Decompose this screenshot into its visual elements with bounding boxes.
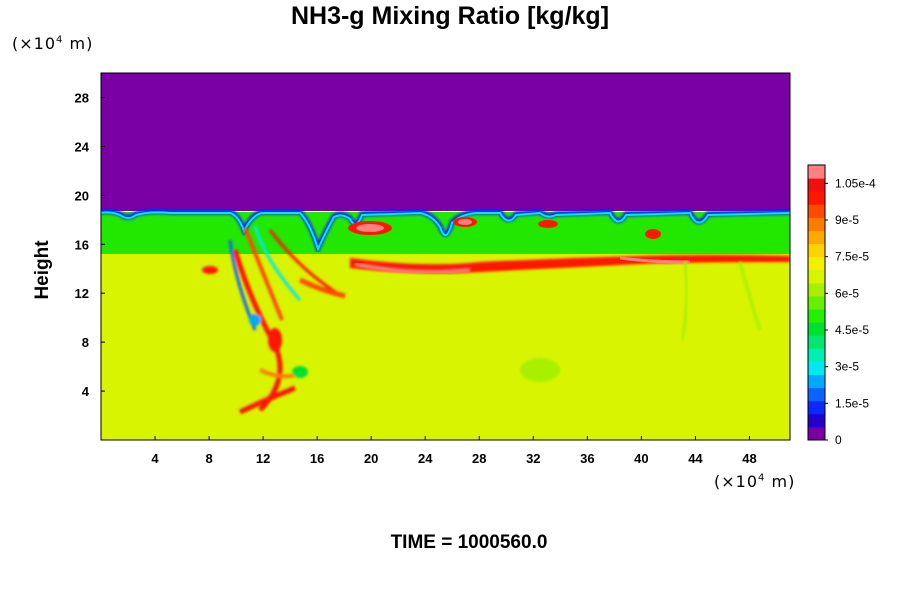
colorbar-segment (808, 374, 825, 389)
x-tick-label: 24 (418, 451, 433, 466)
colorbar-segment (808, 256, 825, 271)
colorbar-tick-label: 3e-5 (835, 360, 859, 374)
lower-layer-field (101, 250, 790, 440)
colorbar-segment (808, 361, 825, 376)
colorbar-segment (808, 191, 825, 205)
x-tick-label: 8 (205, 451, 212, 466)
plot-area (101, 73, 790, 440)
colorbar-segment (808, 230, 825, 245)
colorbar-segment (808, 295, 825, 310)
x-axis-unit: (×104 m) (714, 472, 796, 491)
colorbar-segment (808, 413, 825, 428)
y-tick-label: 12 (75, 286, 89, 301)
colorbar-segment (808, 165, 825, 179)
plot-frame (100, 72, 791, 441)
colorbar-segment (808, 204, 825, 218)
colorbar-segment (808, 282, 825, 297)
colorbar-segment (808, 387, 825, 402)
colorbar-tick-label: 7.5e-5 (835, 250, 869, 264)
colorbar-segment (808, 178, 825, 192)
colorbar-segment (808, 243, 825, 258)
colorbar-segment (808, 217, 825, 231)
colorbar-frame (807, 164, 826, 441)
y-tick-label: 20 (75, 188, 89, 203)
y-axis-unit: (×104 m) (12, 34, 94, 53)
y-tick-label: 28 (75, 90, 89, 105)
x-tick-label: 44 (688, 451, 703, 466)
colorbar-tick-label: 6e-5 (835, 286, 859, 300)
x-tick-label: 32 (526, 451, 540, 466)
colorbar-segment (808, 322, 825, 336)
colorbar-tick-label: 1.05e-4 (835, 176, 876, 190)
x-tick-label: 48 (742, 451, 756, 466)
red-band (350, 255, 790, 274)
colorbar-tick-label: 9e-5 (835, 213, 859, 227)
colorbar-segment (808, 348, 825, 362)
colorbar-segment (808, 309, 825, 323)
colorbar-segment (808, 400, 825, 415)
x-tick-label: 12 (256, 451, 270, 466)
colorbar-ticks: 0 1.5e-5 3e-5 4.5e-5 6e-5 7.5e-5 9e-5 1.05e-4 (825, 176, 876, 447)
time-label: TIME = 1000560.0 (390, 532, 548, 553)
x-tick-label: 16 (310, 451, 324, 466)
upper-layer-field (101, 73, 790, 211)
y-tick-label: 24 (75, 139, 90, 154)
x-tick-label: 28 (472, 451, 486, 466)
chart-title: NH3-g Mixing Ratio [kg/kg] (290, 2, 610, 30)
colorbar-tick-label: 1.5e-5 (835, 396, 869, 410)
colorbar-segment (808, 335, 825, 349)
colorbar (807, 164, 826, 441)
colorbar-tick-label: 0 (835, 433, 842, 447)
y-axis: 4 8 12 16 20 24 28 (75, 90, 105, 399)
x-axis: 4 8 12 16 20 24 28 32 36 40 44 48 (151, 436, 757, 466)
colorbar-segment (808, 426, 825, 441)
y-tick-label: 16 (75, 237, 89, 252)
y-tick-label: 4 (82, 384, 90, 399)
colorbar-segment (808, 269, 825, 284)
x-tick-label: 40 (634, 451, 648, 466)
x-tick-label: 20 (364, 451, 378, 466)
x-tick-label: 4 (151, 451, 159, 466)
x-tick-label: 36 (580, 451, 594, 466)
y-tick-label: 8 (82, 335, 89, 350)
colorbar-tick-label: 4.5e-5 (835, 323, 869, 337)
